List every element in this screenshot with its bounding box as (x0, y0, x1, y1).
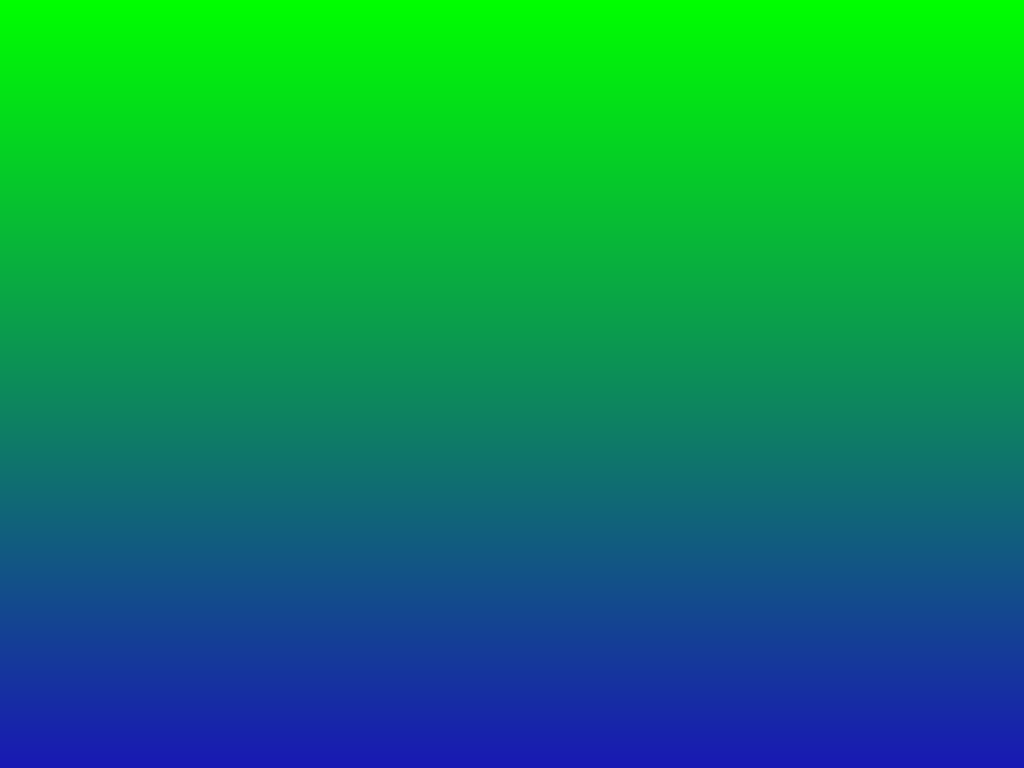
Text: Reaction Graphs: Reaction Graphs (124, 144, 900, 225)
Text: Endothermic Vs. Exothermic: Endothermic Vs. Exothermic (0, 63, 1024, 144)
